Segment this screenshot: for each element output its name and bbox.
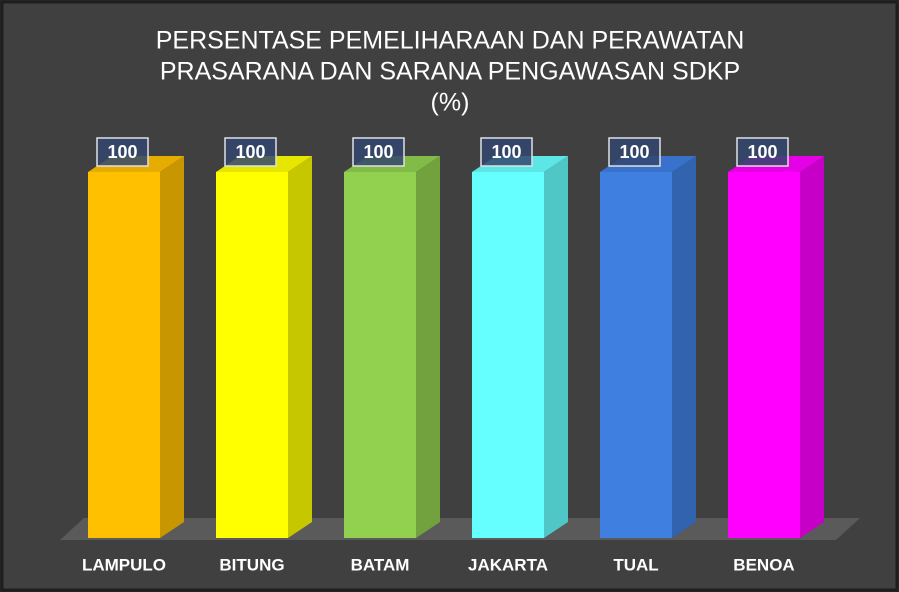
x-tick-label: BATAM — [351, 555, 410, 574]
data-label: 100 — [747, 142, 777, 162]
chart-title-line: PERSENTASE PEMELIHARAAN DAN PERAWATAN — [156, 27, 745, 55]
bar-side — [288, 156, 312, 538]
data-label-box — [352, 137, 405, 167]
x-tick-label: BENOA — [733, 555, 794, 574]
bar-side — [544, 156, 568, 538]
data-label-box — [736, 137, 789, 167]
bar — [88, 172, 160, 538]
data-label-box — [224, 137, 277, 167]
bar — [728, 172, 800, 538]
bar-side — [160, 156, 184, 538]
chart-title-line: PRASARANA DAN SARANA PENGAWASAN SDKP — [160, 58, 740, 86]
data-label-box — [96, 137, 149, 167]
data-label: 100 — [235, 142, 265, 162]
bar — [344, 172, 416, 538]
bar — [216, 172, 288, 538]
data-label-box — [480, 137, 533, 167]
chart-title-line: (%) — [431, 89, 470, 117]
data-label-box — [608, 137, 661, 167]
x-tick-label: TUAL — [613, 555, 658, 574]
x-tick-label: LAMPULO — [82, 555, 166, 574]
bar-side — [800, 156, 824, 538]
data-label: 100 — [491, 142, 521, 162]
data-label: 100 — [619, 142, 649, 162]
data-label: 100 — [363, 142, 393, 162]
x-tick-label: JAKARTA — [468, 555, 548, 574]
data-label: 100 — [107, 142, 137, 162]
bar — [600, 172, 672, 538]
bar-side — [416, 156, 440, 538]
bar — [472, 172, 544, 538]
chart-title: PERSENTASE PEMELIHARAAN DAN PERAWATAN PRA… — [156, 27, 745, 117]
bar-side — [672, 156, 696, 538]
x-tick-label: BITUNG — [219, 555, 284, 574]
